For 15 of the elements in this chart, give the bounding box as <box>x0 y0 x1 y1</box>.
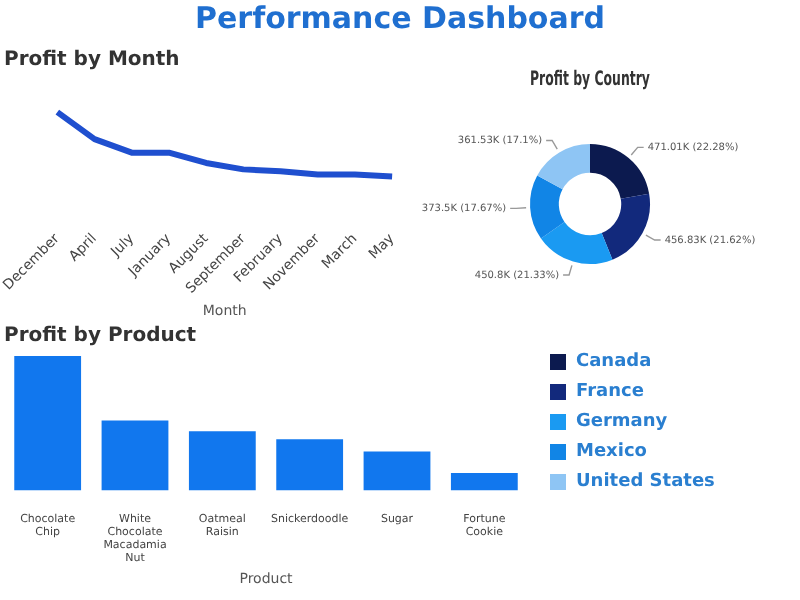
bar <box>14 356 82 491</box>
legend-label: Germany <box>576 412 668 432</box>
legend-label: France <box>576 382 644 402</box>
bar <box>363 451 431 491</box>
bar <box>101 420 169 491</box>
bar <box>450 472 518 491</box>
legend-label: Mexico <box>576 442 647 462</box>
chart-title: Profit by Product <box>4 325 197 348</box>
bar <box>188 431 256 491</box>
legend-label: United States <box>576 472 715 492</box>
chart-title: Profit by Month <box>4 49 180 72</box>
legend-label: Canada <box>576 352 652 372</box>
chart-title: Profit by Country <box>530 65 651 90</box>
text: Performance Dashboard <box>193 0 607 36</box>
bar <box>276 439 344 491</box>
